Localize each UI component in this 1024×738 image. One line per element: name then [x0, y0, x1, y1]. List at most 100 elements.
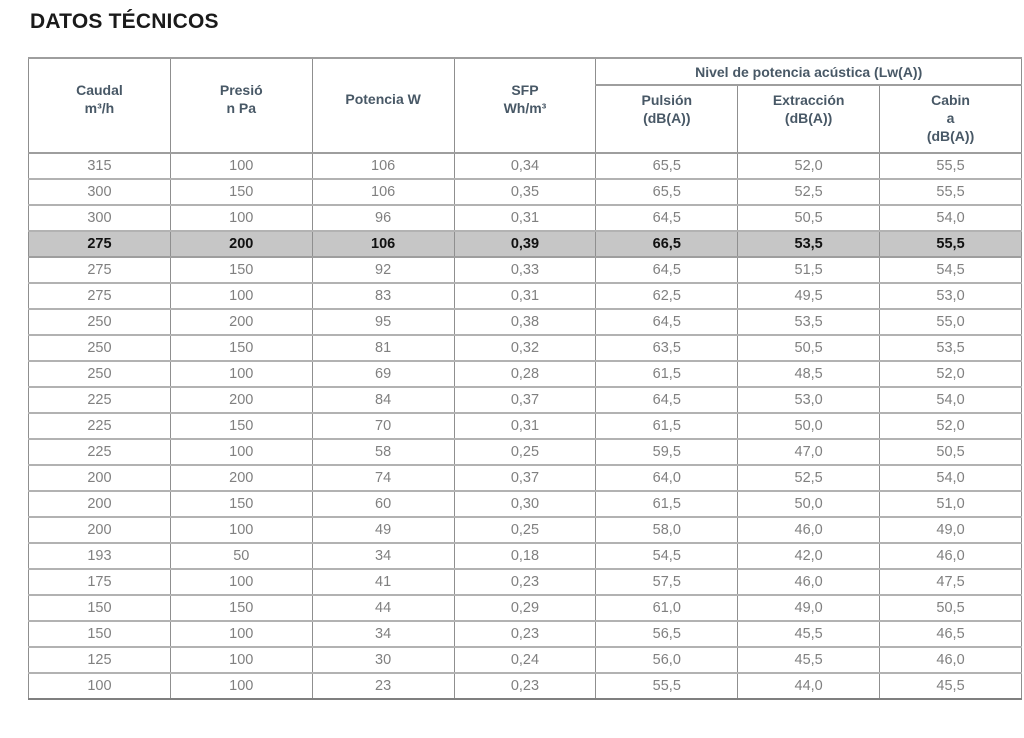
table-cell: 0,25 [453, 516, 597, 544]
table-cell: 200 [28, 516, 171, 544]
table-row: 200 150 60 0,30 61,5 50,0 51,0 [28, 490, 1022, 518]
page-title: DATOS TÉCNICOS [30, 10, 219, 33]
table-row: 100 100 23 0,23 55,5 44,0 45,5 [28, 672, 1022, 700]
table-cell: 53,5 [879, 334, 1022, 362]
table-cell: 64,5 [595, 204, 739, 232]
table-cell: 60 [311, 490, 455, 518]
table-cell: 34 [311, 542, 455, 570]
column-header-extraccion: Extracción (dB(A)) [737, 84, 881, 154]
table-cell: 62,5 [595, 282, 739, 310]
table-cell: 250 [28, 360, 171, 388]
table-cell: 46,0 [879, 542, 1022, 570]
technical-data-table: Caudal m³/h Presió n Pa Potencia W SFP W… [28, 57, 1022, 700]
table-cell: 49,0 [879, 516, 1022, 544]
table-cell: 0,31 [453, 282, 597, 310]
table-cell: 0,39 [453, 230, 597, 258]
table-cell: 61,5 [595, 412, 739, 440]
table-cell: 61,0 [595, 594, 739, 622]
table-cell: 315 [28, 152, 171, 180]
table-row: 150 150 44 0,29 61,0 49,0 50,5 [28, 594, 1022, 622]
table-cell: 70 [311, 412, 455, 440]
table-row: 200 200 74 0,37 64,0 52,5 54,0 [28, 464, 1022, 492]
table-cell: 100 [169, 646, 313, 674]
table-cell: 106 [311, 152, 455, 180]
table-cell: 83 [311, 282, 455, 310]
table-cell: 225 [28, 386, 171, 414]
table-cell: 0,35 [453, 178, 597, 206]
table-cell: 106 [311, 178, 455, 206]
table-cell: 300 [28, 178, 171, 206]
header-row-sub: Pulsión (dB(A)) Extracción (dB(A)) Cabin… [29, 84, 1022, 154]
header-row-top: Caudal m³/h Presió n Pa Potencia W SFP W… [28, 57, 1022, 154]
table-cell: 58,0 [595, 516, 739, 544]
table-cell: 46,0 [737, 568, 881, 596]
table-body: 315 100 106 0,34 65,5 52,0 55,5 300 150 106 0,35 65… [28, 152, 1022, 700]
table-row: 200 100 49 0,25 58,0 46,0 49,0 [28, 516, 1022, 544]
table-cell: 54,0 [879, 464, 1022, 492]
table-cell: 100 [169, 568, 313, 596]
table-cell: 0,23 [453, 620, 597, 648]
table-cell: 200 [28, 490, 171, 518]
table-row: 315 100 106 0,34 65,5 52,0 55,5 [28, 152, 1022, 180]
table-row: 275 150 92 0,33 64,5 51,5 54,5 [28, 256, 1022, 284]
table-cell: 66,5 [595, 230, 739, 258]
table-cell: 44 [311, 594, 455, 622]
table-cell: 250 [28, 334, 171, 362]
table-cell: 0,24 [453, 646, 597, 674]
table-cell: 52,0 [737, 152, 881, 180]
table-cell: 0,29 [453, 594, 597, 622]
table-cell: 0,23 [453, 672, 597, 700]
column-header-caudal: Caudal m³/h [28, 57, 171, 154]
table-cell: 150 [169, 490, 313, 518]
table-cell: 150 [169, 256, 313, 284]
table-header: Caudal m³/h Presió n Pa Potencia W SFP W… [28, 57, 1022, 154]
table-cell: 54,0 [879, 386, 1022, 414]
table-cell: 275 [28, 256, 171, 284]
table-cell: 175 [28, 568, 171, 596]
table-cell: 50,5 [737, 204, 881, 232]
table-cell: 64,5 [595, 386, 739, 414]
table-row: 225 200 84 0,37 64,5 53,0 54,0 [28, 386, 1022, 414]
table-cell: 200 [28, 464, 171, 492]
table-row: 175 100 41 0,23 57,5 46,0 47,5 [28, 568, 1022, 596]
table-row: 300 100 96 0,31 64,5 50,5 54,0 [28, 204, 1022, 232]
table-cell: 150 [28, 594, 171, 622]
table-cell: 53,0 [737, 386, 881, 414]
table-cell: 100 [169, 438, 313, 466]
table-cell: 50,0 [737, 490, 881, 518]
table-cell: 0,30 [453, 490, 597, 518]
table-cell: 92 [311, 256, 455, 284]
table-row: 225 150 70 0,31 61,5 50,0 52,0 [28, 412, 1022, 440]
table-cell: 45,5 [737, 646, 881, 674]
table-cell: 0,37 [453, 386, 597, 414]
table-cell: 150 [169, 334, 313, 362]
table-cell: 84 [311, 386, 455, 414]
table-cell: 193 [28, 542, 171, 570]
table-cell: 55,5 [879, 152, 1022, 180]
table-cell: 100 [169, 672, 313, 700]
table-cell: 61,5 [595, 490, 739, 518]
table-row: 225 100 58 0,25 59,5 47,0 50,5 [28, 438, 1022, 466]
table-cell: 46,0 [879, 646, 1022, 674]
table-cell: 200 [169, 308, 313, 336]
table-cell: 63,5 [595, 334, 739, 362]
table-cell: 100 [169, 620, 313, 648]
table-cell: 49,0 [737, 594, 881, 622]
table-cell: 49 [311, 516, 455, 544]
table-cell: 250 [28, 308, 171, 336]
column-header-cabina: Cabin a (dB(A)) [879, 84, 1022, 154]
table-cell: 125 [28, 646, 171, 674]
table-cell: 52,0 [879, 412, 1022, 440]
table-cell: 150 [28, 620, 171, 648]
table-cell: 49,5 [737, 282, 881, 310]
table-cell: 47,0 [737, 438, 881, 466]
table-cell: 56,0 [595, 646, 739, 674]
table-cell: 55,0 [879, 308, 1022, 336]
table-cell: 58 [311, 438, 455, 466]
table-cell: 53,5 [737, 230, 881, 258]
table-cell: 53,5 [737, 308, 881, 336]
table-cell: 225 [28, 412, 171, 440]
table-cell: 53,0 [879, 282, 1022, 310]
table-cell: 50,0 [737, 412, 881, 440]
table-cell: 0,18 [453, 542, 597, 570]
